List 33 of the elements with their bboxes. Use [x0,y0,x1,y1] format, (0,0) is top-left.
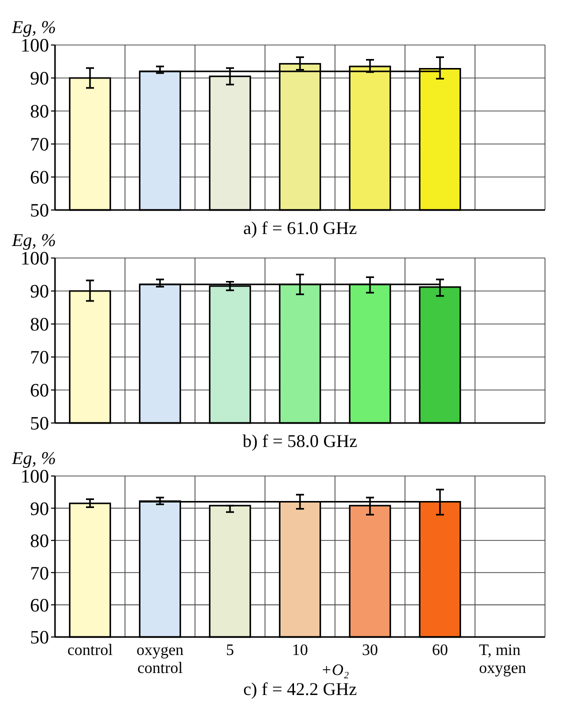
y-tick-label: 50 [30,200,49,222]
y-tick-label: 80 [30,531,49,552]
y-tick-label: 100 [20,248,49,270]
x-tick-label: oxygen control [136,642,184,677]
y-tick-label: 80 [30,314,49,336]
x-tick-label: 30 [362,642,378,659]
text: T, min [479,642,520,659]
y-tick-label: 90 [30,498,49,520]
y-tick-label: 50 [30,628,49,649]
x-tick-label: 5 [226,642,234,659]
y-tick-label: 70 [30,348,49,369]
y-tick-label: 90 [30,68,49,90]
y-tick-label: 60 [30,595,49,616]
text: +O₂ [321,662,350,679]
y-tick-label: 50 [30,414,49,435]
text: b) f = 58.0 GHz [242,431,358,451]
y-tick-label: 100 [20,466,49,488]
text: a) f = 61.0 GHz [243,218,357,238]
text: oxygen [479,660,526,677]
y-tick-label: 80 [30,102,49,123]
y-axis-title: Eg, % [11,17,56,37]
y-axis-title: Eg, % [11,230,56,250]
x-tick-label: control [67,642,114,659]
text: c) f = 42.2 GHz [243,679,357,699]
y-tick-label: 100 [20,36,49,57]
y-axis-title: Eg, % [11,448,56,468]
y-tick-label: 60 [30,168,49,189]
y-tick-label: 70 [30,563,49,584]
y-tick-label: 90 [30,282,49,303]
x-tick-label: 10 [292,642,308,659]
y-tick-label: 60 [30,380,49,402]
x-tick-label: 60 [432,642,448,659]
y-tick-label: 70 [30,134,49,156]
